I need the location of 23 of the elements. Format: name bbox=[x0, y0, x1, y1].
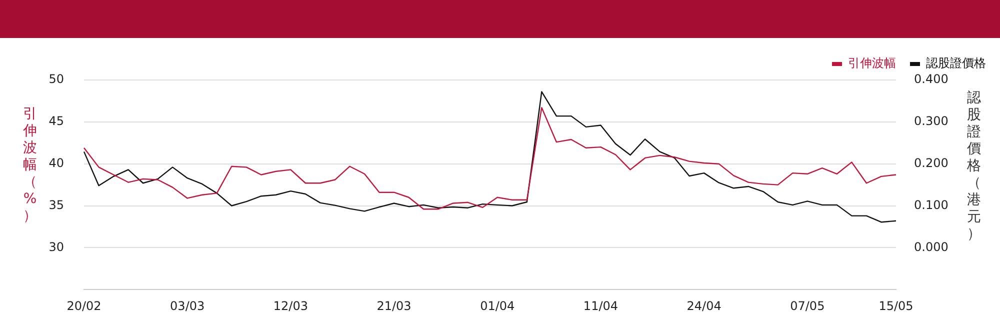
x-tick-label: 01/04 bbox=[480, 298, 515, 313]
y-tick-label: 45 bbox=[48, 114, 64, 128]
x-tick-label: 11/04 bbox=[583, 298, 618, 313]
y2-tick-label: 0.200 bbox=[914, 156, 948, 170]
x-tick-label: 21/03 bbox=[376, 298, 412, 313]
y-tick-label: 30 bbox=[48, 240, 64, 254]
y-tick-label: 40 bbox=[48, 156, 64, 170]
text: 認股證價格（港元） bbox=[967, 90, 981, 242]
x-tick-label: 20/02 bbox=[66, 298, 102, 313]
y-axis-title: 引伸波幅（%） bbox=[22, 106, 38, 225]
x-tick-label: 03/03 bbox=[170, 298, 205, 313]
legend-label: 引伸波幅 bbox=[848, 56, 896, 70]
y2-tick-label: 0.400 bbox=[914, 72, 948, 86]
y2-tick-label: 0.100 bbox=[914, 198, 948, 212]
y-tick-label: 35 bbox=[48, 198, 64, 212]
legend-label: 認股證價格 bbox=[926, 56, 986, 70]
y-tick-label: 50 bbox=[48, 72, 64, 86]
x-tick-label: 07/05 bbox=[790, 298, 825, 313]
y2-tick-label: 0.300 bbox=[914, 114, 948, 128]
x-tick-label: 24/04 bbox=[686, 298, 722, 313]
x-tick-label: 15/05 bbox=[878, 298, 914, 313]
x-tick-label: 12/03 bbox=[273, 298, 308, 313]
y2-tick-label: 0.000 bbox=[914, 240, 948, 254]
